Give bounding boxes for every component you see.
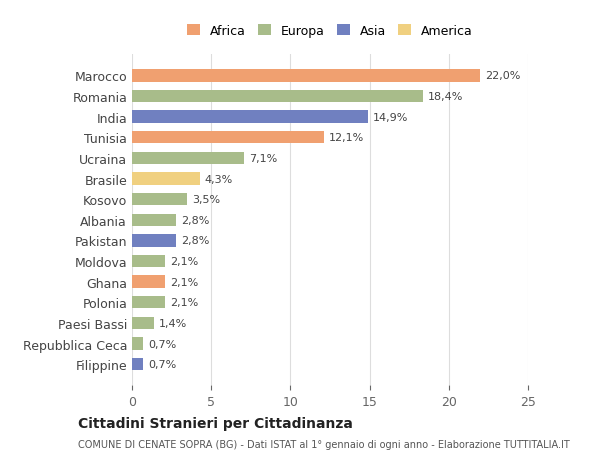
Text: 7,1%: 7,1% <box>249 154 277 163</box>
Text: COMUNE DI CENATE SOPRA (BG) - Dati ISTAT al 1° gennaio di ogni anno - Elaborazio: COMUNE DI CENATE SOPRA (BG) - Dati ISTAT… <box>78 440 570 449</box>
Text: 2,1%: 2,1% <box>170 277 198 287</box>
Bar <box>132 255 165 268</box>
Text: 1,4%: 1,4% <box>159 318 187 328</box>
Legend: Africa, Europa, Asia, America: Africa, Europa, Asia, America <box>181 18 479 44</box>
Bar <box>132 276 165 288</box>
Text: 2,1%: 2,1% <box>170 257 198 267</box>
Text: 22,0%: 22,0% <box>485 71 521 81</box>
Text: 12,1%: 12,1% <box>328 133 364 143</box>
Bar <box>132 214 176 226</box>
Text: 0,7%: 0,7% <box>148 359 176 369</box>
Bar <box>132 132 323 144</box>
Bar <box>132 91 424 103</box>
Bar <box>132 70 481 83</box>
Bar <box>132 235 176 247</box>
Text: 2,8%: 2,8% <box>181 236 209 246</box>
Text: 18,4%: 18,4% <box>428 92 464 102</box>
Text: 0,7%: 0,7% <box>148 339 176 349</box>
Text: 14,9%: 14,9% <box>373 112 408 123</box>
Text: 3,5%: 3,5% <box>192 195 220 205</box>
Text: 2,8%: 2,8% <box>181 215 209 225</box>
Text: 2,1%: 2,1% <box>170 297 198 308</box>
Bar <box>132 173 200 185</box>
Bar <box>132 111 368 123</box>
Bar <box>132 317 154 330</box>
Bar <box>132 297 165 309</box>
Bar <box>132 194 187 206</box>
Text: Cittadini Stranieri per Cittadinanza: Cittadini Stranieri per Cittadinanza <box>78 416 353 430</box>
Text: 4,3%: 4,3% <box>205 174 233 184</box>
Bar <box>132 338 143 350</box>
Bar <box>132 358 143 370</box>
Bar <box>132 152 244 165</box>
